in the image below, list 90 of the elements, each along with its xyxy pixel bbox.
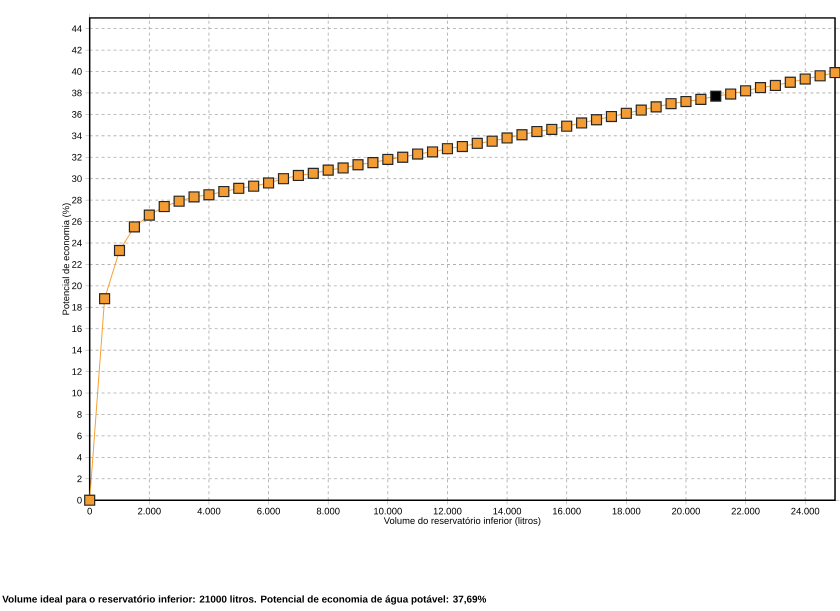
- point: [829, 67, 840, 78]
- y-tick-label: 12: [72, 368, 82, 375]
- x-tick-label: 24.000: [791, 508, 820, 515]
- point: [680, 96, 692, 108]
- y-tick-label: 24: [72, 240, 82, 246]
- point: [814, 70, 826, 82]
- point: [456, 141, 468, 152]
- point: [561, 120, 572, 132]
- point: [531, 126, 542, 138]
- y-tick-label: 6: [77, 432, 82, 440]
- x-tick-label: 2.000: [138, 508, 161, 515]
- point: [99, 293, 110, 304]
- x-tick-label: 22.000: [732, 508, 760, 515]
- point: [546, 124, 558, 136]
- point: [248, 180, 260, 192]
- point: [233, 182, 244, 194]
- y-tick-label: 30: [72, 175, 82, 182]
- y-tick-label: 14: [72, 347, 82, 354]
- point: [426, 146, 438, 158]
- point: [606, 111, 617, 122]
- point: [472, 138, 483, 149]
- point: [262, 177, 274, 189]
- point: [308, 168, 319, 180]
- point: [650, 101, 662, 113]
- text: Volume ideal para o reservatório inferior: 21000 litros. Potencial de economia de água potável: 37,69%: [2, 595, 486, 605]
- point: [784, 76, 796, 88]
- point: [397, 152, 408, 163]
- y-tick-label: 22: [72, 261, 82, 268]
- x-tick-label: 14.000: [493, 508, 522, 515]
- x-tick-label: 20.000: [672, 508, 700, 515]
- y-tick-label: 26: [72, 218, 82, 225]
- y-tick-label: 40: [72, 68, 82, 75]
- y-tick-label: 28: [72, 196, 82, 204]
- point: [158, 201, 170, 212]
- y-tick-label: 8: [77, 411, 82, 418]
- point: [620, 108, 632, 119]
- x-tick-label: 16.000: [552, 508, 581, 515]
- point: [800, 74, 811, 85]
- point: [740, 85, 752, 96]
- x-tick-label: 18.000: [612, 508, 640, 515]
- point: [352, 159, 364, 170]
- point: [590, 114, 602, 126]
- point: [218, 186, 230, 198]
- point: [754, 82, 766, 94]
- point: [114, 245, 126, 256]
- point: [710, 90, 722, 102]
- point: [725, 88, 736, 100]
- y-tick-label: 4: [77, 454, 82, 461]
- x-tick-label: 0: [87, 508, 92, 515]
- x-tick-label: 12.000: [434, 508, 462, 515]
- y-tick-label: 38: [72, 90, 82, 96]
- point: [203, 189, 215, 200]
- y-tick-label: 20: [72, 282, 82, 290]
- point: [84, 494, 96, 506]
- point: [516, 129, 528, 140]
- y-tick-label: 2: [77, 476, 82, 482]
- point: [382, 154, 394, 166]
- y-axis-title: Potencial de economia (%): [62, 203, 72, 315]
- x-tick-label: 6.000: [257, 508, 280, 515]
- point: [636, 104, 647, 116]
- point: [442, 143, 454, 154]
- point: [338, 162, 349, 174]
- point: [174, 196, 185, 207]
- point: [367, 157, 378, 168]
- y-tick-label: 36: [72, 111, 82, 118]
- point: [292, 170, 304, 182]
- point: [128, 221, 140, 233]
- point: [188, 191, 200, 203]
- y-tick-label: 0: [77, 496, 82, 504]
- point: [665, 98, 677, 110]
- point: [770, 80, 781, 92]
- x-axis-title: Volume do reservatório inferior (litros): [384, 517, 540, 526]
- y-tick-label: 42: [72, 46, 82, 54]
- point: [695, 94, 706, 106]
- x-tick-label: 8.000: [316, 508, 340, 515]
- y-tick-label: 10: [72, 390, 82, 396]
- point: [144, 210, 155, 221]
- point: [412, 148, 424, 160]
- x-tick-label: 4.000: [197, 508, 220, 515]
- point: [576, 117, 588, 129]
- point: [278, 173, 290, 184]
- y-tick-label: 34: [72, 132, 82, 140]
- y-tick-label: 32: [72, 154, 82, 161]
- point: [502, 132, 513, 144]
- y-tick-label: 18: [72, 304, 82, 311]
- y-tick-label: 44: [72, 26, 82, 32]
- point: [322, 164, 334, 176]
- y-tick-label: 16: [72, 325, 82, 332]
- x-tick-label: 10.000: [374, 508, 402, 515]
- point: [486, 136, 498, 147]
